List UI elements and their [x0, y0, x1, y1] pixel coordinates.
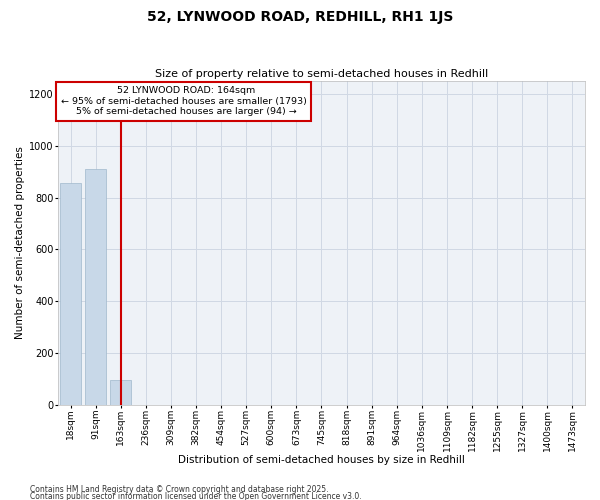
Title: Size of property relative to semi-detached houses in Redhill: Size of property relative to semi-detach… [155, 69, 488, 79]
Y-axis label: Number of semi-detached properties: Number of semi-detached properties [15, 146, 25, 340]
Text: Contains HM Land Registry data © Crown copyright and database right 2025.: Contains HM Land Registry data © Crown c… [30, 485, 329, 494]
Bar [60, 184, 81, 404]
X-axis label: Distribution of semi-detached houses by size in Redhill: Distribution of semi-detached houses by … [178, 455, 465, 465]
Text: Contains public sector information licensed under the Open Government Licence v3: Contains public sector information licen… [30, 492, 362, 500]
Bar [110, 380, 131, 404]
Text: 52, LYNWOOD ROAD, REDHILL, RH1 1JS: 52, LYNWOOD ROAD, REDHILL, RH1 1JS [147, 10, 453, 24]
Text: 52 LYNWOOD ROAD: 164sqm
← 95% of semi-detached houses are smaller (1793)
  5% of: 52 LYNWOOD ROAD: 164sqm ← 95% of semi-de… [61, 86, 307, 116]
Bar [85, 169, 106, 404]
